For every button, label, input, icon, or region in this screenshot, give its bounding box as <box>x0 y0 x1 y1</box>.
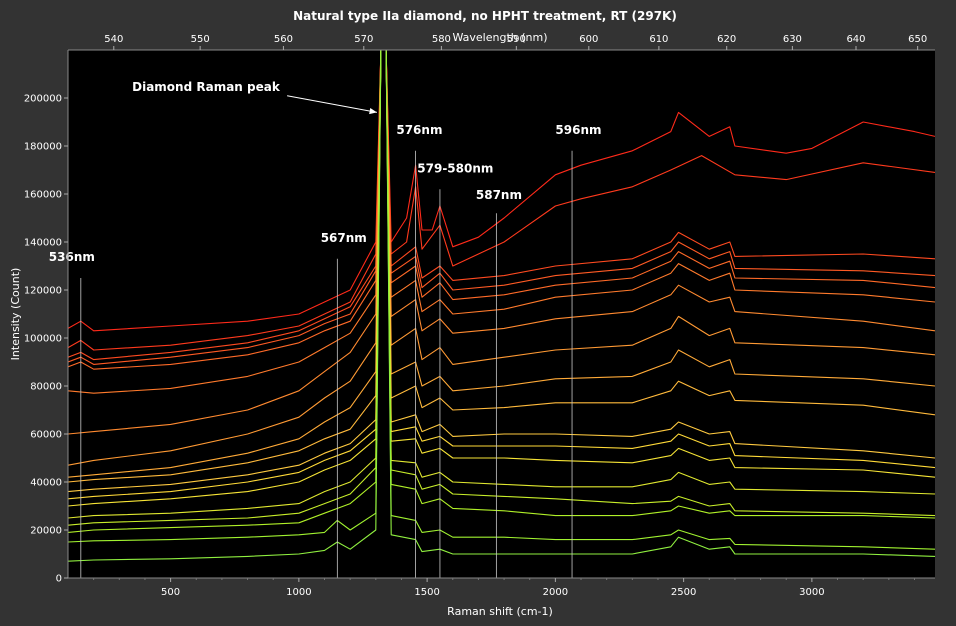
x-tick-label: 3000 <box>799 587 824 598</box>
annotation-arrow-line <box>287 95 378 113</box>
annotation-label-6: 587nm <box>476 188 522 202</box>
series-line-6 <box>68 50 935 394</box>
series-line-11 <box>68 50 935 493</box>
y-tick-label: 100000 <box>24 334 62 345</box>
y-tick-label: 200000 <box>24 94 62 105</box>
y-tick-label: 160000 <box>24 190 62 201</box>
top-tick-label: 650 <box>908 34 927 45</box>
annotation-label-1: Diamond Raman peak <box>132 80 281 94</box>
series-line-4 <box>68 50 935 365</box>
top-tick-label: 590 <box>507 34 526 45</box>
plot-area <box>68 50 935 578</box>
top-axis-label: Wavelength (nm) <box>452 31 547 44</box>
x-tick-label: 2500 <box>671 587 696 598</box>
series-line-10 <box>68 50 935 483</box>
y-tick-label: 0 <box>56 574 62 585</box>
series-line-14 <box>68 50 935 519</box>
top-tick-label: 560 <box>274 34 293 45</box>
series-line-3 <box>68 50 935 361</box>
series-line-5 <box>68 50 935 370</box>
top-tick-label: 630 <box>783 34 802 45</box>
annotation-label-7: 596nm <box>555 123 601 137</box>
x-tick-label: 1500 <box>414 587 439 598</box>
top-tick-label: 580 <box>432 34 451 45</box>
series-line-8 <box>68 50 935 466</box>
x-tick-label: 1000 <box>286 587 311 598</box>
annotation-label-3: 567nm <box>321 231 367 245</box>
axes-layer: 500 1000 1500 2000 2500 3000 0 20000 40000 60000 8… <box>24 34 935 598</box>
series-line-7 <box>68 50 935 435</box>
series-line-16 <box>68 50 935 533</box>
series-line-9 <box>68 50 935 478</box>
top-tick-label: 540 <box>104 34 123 45</box>
y-tick-label: 60000 <box>30 430 62 441</box>
y-axis-label: Intensity (Count) <box>9 268 22 361</box>
top-tick-label: 550 <box>191 34 210 45</box>
top-tick-label: 640 <box>846 34 865 45</box>
series-layer <box>68 50 935 562</box>
series-line-17 <box>68 50 935 550</box>
x-axis-label: Raman shift (cm-1) <box>447 605 553 618</box>
series-line-12 <box>68 50 935 500</box>
top-tick-label: 620 <box>717 34 736 45</box>
annotation-arrow-head <box>369 107 377 115</box>
y-tick-label: 40000 <box>30 478 62 489</box>
annotation-label-2: 536nm <box>49 250 95 264</box>
series-line-13 <box>68 50 935 507</box>
top-tick-label: 570 <box>354 34 373 45</box>
top-tick-label: 600 <box>579 34 598 45</box>
y-tick-label: 140000 <box>24 238 62 249</box>
y-tick-label: 80000 <box>30 382 62 393</box>
annotation-layer: Diamond Raman peak 536nm 567nm 576nm 579-580… <box>49 80 602 578</box>
chart-title: Natural type IIa diamond, no HPHT treatm… <box>293 9 677 23</box>
x-tick-label: 2000 <box>543 587 568 598</box>
series-line-15 <box>68 50 935 526</box>
annotation-label-4: 576nm <box>396 123 442 137</box>
top-tick-label: 610 <box>649 34 668 45</box>
annotation-label-5: 579-580nm <box>417 161 493 175</box>
x-tick-label: 500 <box>161 587 180 598</box>
y-tick-label: 180000 <box>24 142 62 153</box>
y-tick-label: 20000 <box>30 526 62 537</box>
y-tick-label: 120000 <box>24 286 62 297</box>
series-line-18 <box>68 50 935 562</box>
